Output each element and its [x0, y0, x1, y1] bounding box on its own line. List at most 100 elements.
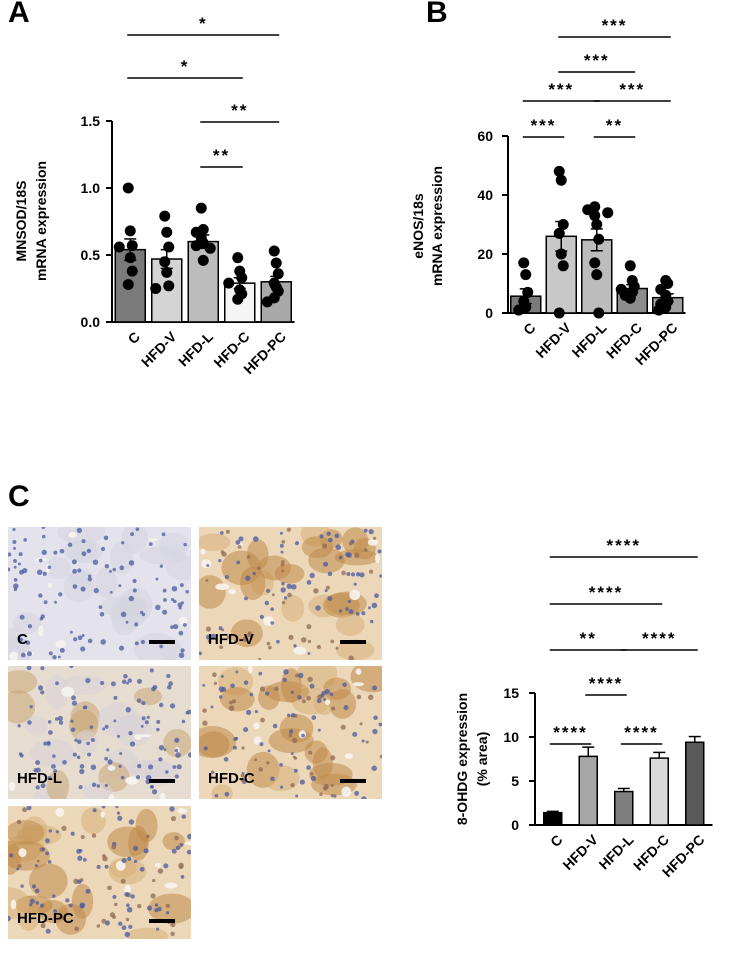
nucleus: [254, 709, 258, 714]
nucleus: [281, 581, 285, 586]
nucleus: [181, 814, 186, 819]
tubule: [257, 555, 292, 581]
lumen: [355, 668, 362, 675]
nucleus: [309, 683, 315, 689]
nucleus: [13, 577, 18, 582]
nucleus: [282, 677, 287, 683]
nucleus: [297, 695, 302, 700]
lumen: [10, 899, 17, 910]
y-tick-label: 10: [503, 729, 519, 745]
lumen: [100, 811, 105, 818]
nucleus: [353, 582, 357, 586]
nucleus: [307, 676, 313, 682]
nucleus: [147, 905, 153, 911]
nucleus: [19, 753, 24, 758]
nucleus: [180, 648, 185, 653]
nucleus: [178, 606, 182, 610]
nucleus: [225, 529, 230, 534]
data-point: [232, 293, 244, 305]
nucleus: [72, 568, 78, 574]
nucleus: [163, 748, 167, 752]
nucleus: [67, 542, 73, 548]
nucleus: [175, 752, 181, 758]
nucleus: [170, 625, 174, 630]
tubule: [132, 760, 179, 783]
nucleus: [47, 565, 52, 570]
nucleus: [72, 752, 77, 757]
nucleus: [310, 775, 317, 782]
significance-label: **: [231, 101, 248, 120]
scale-bar: [340, 640, 366, 644]
nucleus: [38, 558, 43, 563]
nucleus: [61, 916, 66, 921]
nucleus: [91, 833, 97, 838]
nucleus: [102, 856, 108, 862]
nucleus: [77, 855, 83, 861]
data-point: [195, 202, 207, 214]
tubule: [281, 594, 305, 622]
nucleus: [258, 657, 262, 660]
lumen: [148, 538, 158, 542]
nucleus: [45, 851, 49, 856]
lumen: [139, 734, 152, 738]
data-point: [159, 256, 171, 268]
tubule: [45, 556, 71, 580]
nucleus: [139, 610, 144, 615]
nucleus: [140, 724, 144, 728]
nucleus: [112, 894, 117, 900]
tubule: [8, 670, 38, 694]
tubule: [8, 887, 30, 920]
nucleus: [334, 533, 340, 539]
nucleus: [363, 548, 368, 552]
nucleus: [228, 705, 235, 711]
nucleus: [290, 783, 295, 788]
nucleus: [26, 666, 32, 671]
nucleus: [18, 552, 23, 557]
nucleus: [123, 674, 128, 679]
nucleus: [42, 571, 47, 576]
significance-label: *: [181, 57, 190, 76]
nucleus: [372, 536, 377, 540]
lumen: [125, 776, 139, 785]
nucleus: [187, 833, 191, 840]
nucleus: [179, 842, 184, 847]
nucleus: [286, 527, 292, 532]
nucleus: [57, 655, 61, 659]
lumen: [115, 860, 126, 871]
lumen: [201, 559, 212, 569]
data-point: [126, 265, 138, 277]
nucleus: [319, 792, 323, 796]
nucleus: [12, 540, 17, 545]
nucleus: [77, 635, 83, 641]
nucleus: [311, 715, 317, 720]
data-point: [555, 174, 567, 186]
nucleus: [207, 639, 211, 643]
lumen: [177, 807, 187, 814]
nucleus: [281, 569, 285, 573]
nucleus: [76, 755, 81, 760]
nucleus: [306, 624, 312, 630]
nucleus: [135, 527, 140, 532]
data-point: [589, 210, 601, 222]
nucleus: [116, 811, 121, 815]
lumen: [228, 588, 237, 595]
data-point: [591, 269, 603, 281]
bar: [614, 790, 634, 826]
data-point: [268, 245, 280, 257]
nucleus: [117, 734, 121, 738]
nucleus: [369, 569, 374, 574]
nucleus: [13, 565, 17, 569]
nucleus: [170, 931, 175, 937]
nucleus: [174, 748, 179, 753]
tubule: [81, 807, 106, 835]
nucleus: [17, 724, 21, 728]
nucleus: [135, 775, 141, 780]
data-point: [591, 219, 603, 230]
nucleus: [199, 651, 202, 656]
nucleus: [266, 588, 271, 593]
nucleus: [130, 894, 135, 899]
nucleus: [29, 903, 33, 907]
y-tick-label: 5: [511, 773, 519, 789]
nucleus: [249, 692, 254, 697]
